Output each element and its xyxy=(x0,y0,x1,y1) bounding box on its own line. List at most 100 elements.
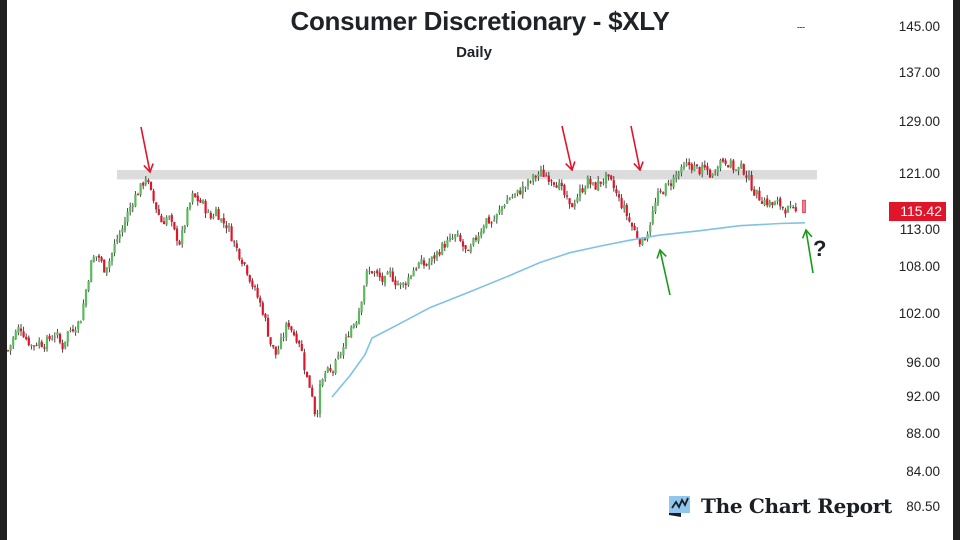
candle-body xyxy=(108,260,111,268)
candle-body xyxy=(690,164,693,171)
candle-body xyxy=(178,241,181,245)
candle-body xyxy=(464,245,467,249)
candle-body xyxy=(188,202,192,209)
candle-body xyxy=(568,198,571,205)
candle-body xyxy=(729,160,732,168)
candle-body xyxy=(578,188,582,197)
candle-body xyxy=(196,195,199,202)
candle-body xyxy=(573,203,576,207)
candle-body xyxy=(589,178,592,185)
candle-body xyxy=(61,342,64,350)
candle-body xyxy=(433,255,436,259)
candle-body xyxy=(404,283,407,286)
candle-body xyxy=(521,186,524,195)
candle-body xyxy=(537,174,540,177)
candle-body xyxy=(498,209,501,214)
candle-body xyxy=(495,213,498,220)
candle-body xyxy=(719,160,722,169)
candle-body xyxy=(225,225,228,229)
candle-body xyxy=(347,336,350,338)
candle-body xyxy=(649,225,652,233)
candle-body xyxy=(220,218,223,222)
candle-body xyxy=(662,192,665,195)
candle-body xyxy=(461,241,465,247)
candle-body xyxy=(58,334,62,343)
candle-body xyxy=(760,201,764,204)
candle-body xyxy=(519,190,522,195)
candle-body xyxy=(628,217,631,222)
candle-body xyxy=(698,167,701,175)
candle-body xyxy=(129,206,132,212)
candle-body xyxy=(402,283,405,285)
brand-logo: The Chart Report xyxy=(669,494,892,518)
candle-body xyxy=(706,166,709,171)
candle-body xyxy=(771,202,774,205)
candle-body xyxy=(539,169,543,173)
candle-body xyxy=(183,225,186,230)
candle-body xyxy=(391,271,394,282)
candle-body xyxy=(17,327,20,333)
candle-body xyxy=(334,360,337,374)
candle-body xyxy=(448,237,452,240)
candle-body xyxy=(571,203,574,208)
candle-body xyxy=(292,331,296,336)
candle-body xyxy=(27,337,30,346)
candle-body xyxy=(503,205,506,207)
candle-body xyxy=(477,235,480,242)
candle-body xyxy=(360,301,363,313)
candle-body xyxy=(630,222,634,227)
candle-body xyxy=(370,271,374,274)
candle-body xyxy=(35,344,38,346)
candle-body xyxy=(703,164,706,168)
candle-body xyxy=(95,256,98,258)
candle-body xyxy=(768,201,771,206)
buy-arrow-icon-head xyxy=(801,228,813,239)
candle-body xyxy=(212,216,215,219)
candle-body xyxy=(745,175,748,178)
candle-body xyxy=(14,331,17,339)
y-axis-label: 108.00 xyxy=(898,259,940,274)
candle-body xyxy=(175,228,179,241)
candle-body xyxy=(227,225,231,228)
candle-body xyxy=(48,335,51,340)
candle-body xyxy=(417,262,420,269)
resistance-band xyxy=(117,169,817,180)
candle-body xyxy=(594,182,597,190)
candle-body xyxy=(191,193,194,203)
candle-body xyxy=(121,228,124,233)
candle-body xyxy=(636,231,639,238)
candle-body xyxy=(103,259,106,273)
candle-body xyxy=(308,375,311,388)
candle-body xyxy=(625,204,628,217)
candle-body xyxy=(591,182,595,184)
candle-body xyxy=(168,216,171,218)
candle-body xyxy=(170,215,173,222)
candle-body xyxy=(25,336,28,340)
candle-body xyxy=(422,260,426,266)
sell-arrow-icon xyxy=(630,125,641,171)
candle-body xyxy=(274,346,277,355)
candle-body xyxy=(87,281,90,291)
candle-body xyxy=(441,243,444,255)
candle-body xyxy=(714,173,717,175)
y-axis-label: 129.00 xyxy=(898,114,940,129)
candle-body xyxy=(425,264,428,266)
candle-body xyxy=(269,337,272,345)
candle-body xyxy=(526,180,530,186)
candle-body xyxy=(365,270,368,285)
y-axis-label: 96.00 xyxy=(906,355,940,370)
candle-body xyxy=(396,283,400,286)
candle-body xyxy=(181,229,184,245)
candle-body xyxy=(311,387,314,397)
candle-body xyxy=(534,176,537,178)
candle-body xyxy=(688,162,691,166)
candle-body xyxy=(716,167,719,173)
candle-body xyxy=(446,239,449,247)
candle-body xyxy=(399,283,402,286)
candle-body xyxy=(204,200,207,214)
buy-arrow-icon-head xyxy=(656,248,667,259)
last-candle xyxy=(802,199,806,213)
candle-body xyxy=(279,337,283,349)
candle-body xyxy=(207,211,210,213)
